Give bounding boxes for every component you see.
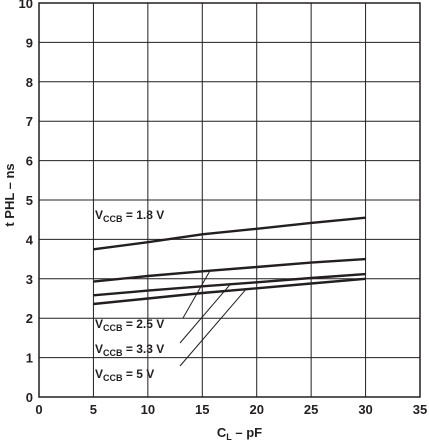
x-tick-label: 25 [304, 402, 318, 417]
leader-line [179, 289, 247, 367]
x-tick-labels: 0 5 10 15 20 25 30 35 [35, 402, 427, 417]
x-tick-label: 0 [35, 402, 42, 417]
y-tick-label: 7 [26, 114, 33, 129]
y-tick-label: 0 [26, 390, 33, 405]
series-label: VCCB = 1.8 V [95, 208, 164, 224]
y-tick-label: 8 [26, 75, 33, 90]
series-label: VCCB = 3.3 V [95, 342, 164, 358]
x-tick-label: 20 [249, 402, 263, 417]
x-tick-label: 5 [90, 402, 97, 417]
y-tick-label: 10 [19, 0, 33, 11]
x-tick-label: 15 [195, 402, 209, 417]
series-line [93, 272, 366, 297]
leader-lines [179, 270, 247, 367]
y-tick-label: 5 [26, 193, 33, 208]
series-line [93, 216, 366, 251]
series-line [93, 277, 366, 306]
series-label: VCCB = 5 V [95, 367, 154, 383]
series-labels: VCCB = 1.8 V VCCB = 2.5 V VCCB = 3.3 V VCCB… [95, 208, 164, 383]
y-tick-label: 6 [26, 154, 33, 169]
x-tick-label: 35 [413, 402, 427, 417]
gridlines [38, 2, 421, 398]
series-lines [93, 216, 366, 306]
y-tick-label: 3 [26, 272, 33, 287]
y-axis-title: t PHL – ns [2, 163, 17, 226]
series-label: VCCB = 2.5 V [95, 317, 164, 333]
y-tick-label: 2 [26, 311, 33, 326]
x-tick-label: 10 [141, 402, 155, 417]
y-tick-labels: 0 1 2 3 4 5 6 7 8 9 10 [19, 0, 34, 405]
x-tick-label: 30 [358, 402, 372, 417]
y-tick-label: 4 [26, 232, 34, 247]
x-axis-title: CL – pF [217, 425, 262, 440]
series-line [93, 257, 366, 283]
y-tick-label: 9 [26, 35, 33, 50]
leader-line [182, 270, 211, 319]
leader-line [179, 283, 231, 344]
y-tick-label: 1 [26, 351, 33, 366]
plot-frame [38, 2, 421, 398]
